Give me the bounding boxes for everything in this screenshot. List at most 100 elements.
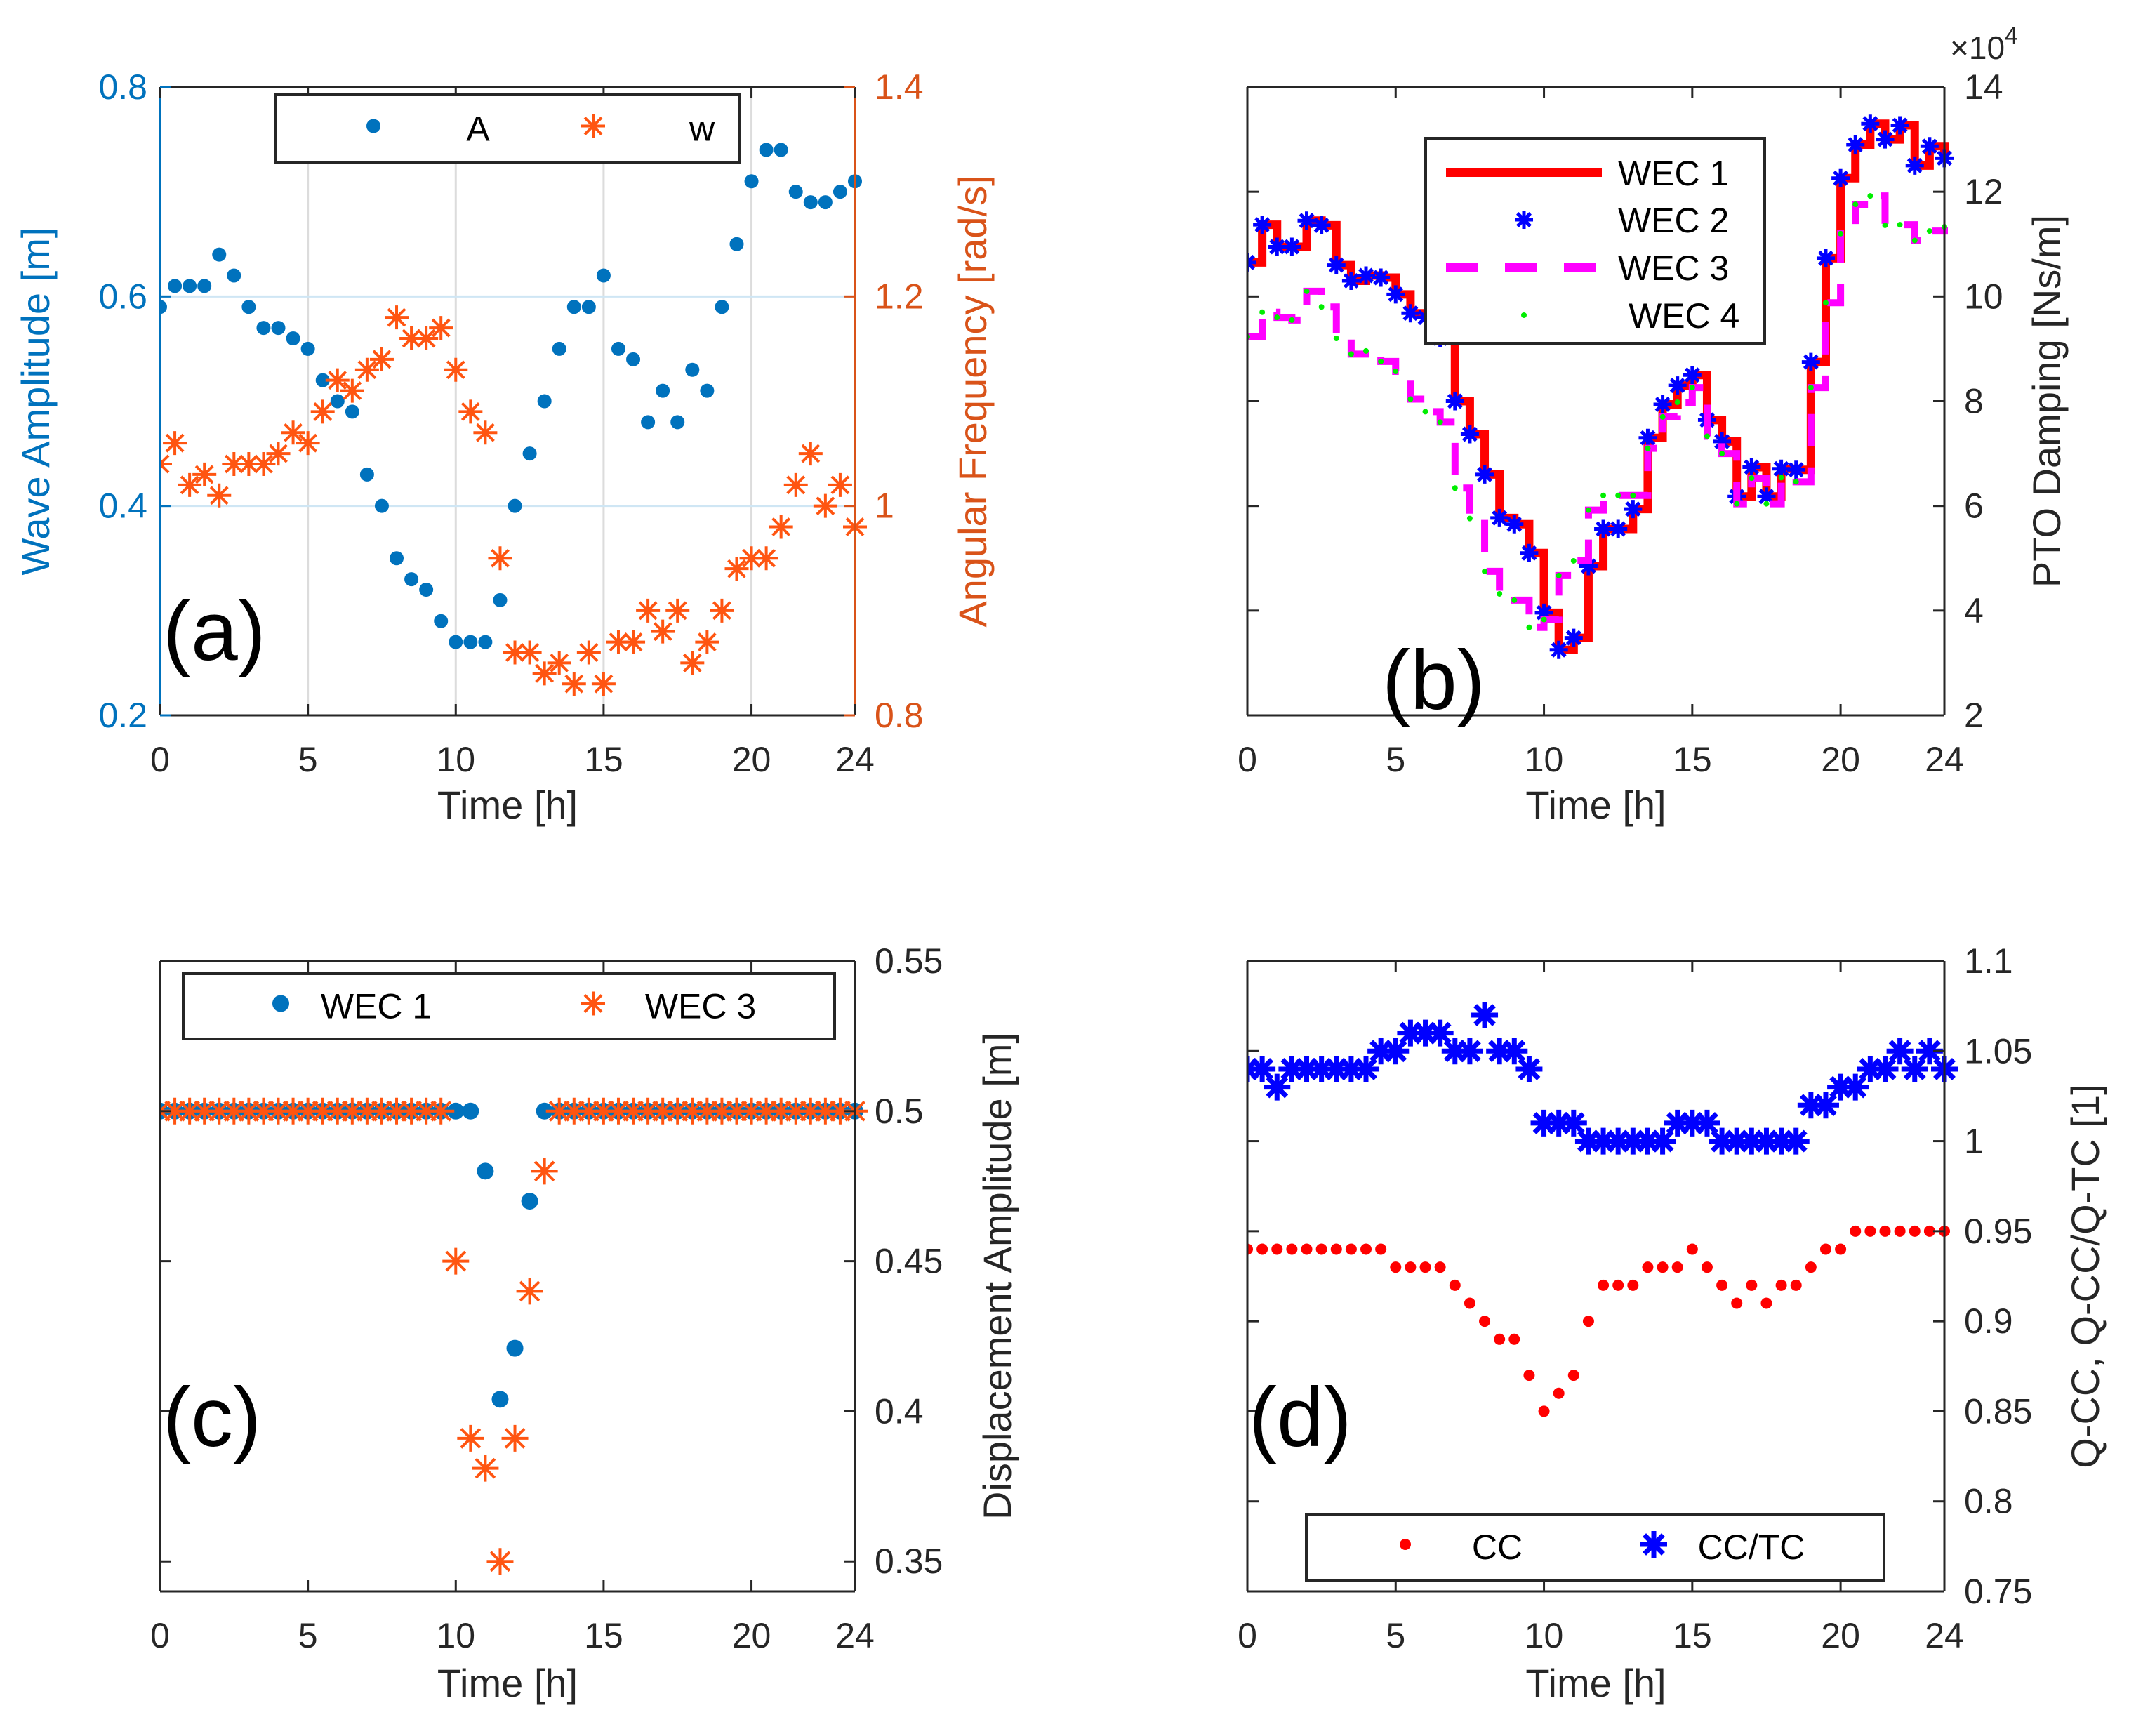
series-wec-3-point — [413, 1097, 440, 1125]
series-cc-point — [1923, 1225, 1935, 1237]
series-cc-point — [1434, 1261, 1446, 1273]
series-wec-2-point — [1816, 249, 1835, 267]
series-cc-tc-point — [1560, 1109, 1587, 1137]
series-w-point — [710, 598, 734, 623]
series-wec-4-point — [1793, 479, 1799, 485]
series-wec-2-point — [1357, 266, 1376, 285]
series-wec-4-point — [1808, 385, 1814, 391]
x-tick-label: 24 — [1925, 1616, 1964, 1655]
series-wec-2-point — [1505, 515, 1524, 534]
series-wec-2-point — [1890, 116, 1909, 135]
series-wec-3-point — [545, 1097, 573, 1125]
series-w-point — [754, 546, 778, 571]
series-cc-tc-point — [1441, 1038, 1468, 1065]
series-wec-3-point — [324, 1097, 351, 1125]
series-a-point — [286, 331, 300, 345]
series-cc-tc-point — [1738, 1127, 1765, 1155]
series-cc-tc-point — [1426, 1019, 1454, 1047]
series-cc-point — [1315, 1243, 1327, 1255]
series-cc-tc-point — [1709, 1127, 1736, 1155]
series-wec-2-point — [1534, 603, 1553, 622]
series-wec-2-point — [1594, 519, 1613, 538]
series-cc-tc-point — [1901, 1055, 1928, 1082]
series-a-point — [241, 300, 256, 314]
legend-wec-4-label: WEC 4 — [1629, 296, 1739, 336]
series-cc-tc-point — [1605, 1127, 1632, 1155]
series-cc-tc-point — [1278, 1055, 1306, 1082]
legend-cc-label: CC — [1472, 1528, 1523, 1567]
series-cc-tc-point — [1530, 1109, 1558, 1137]
series-wec-4-point — [1333, 336, 1339, 341]
series-w-point — [547, 651, 571, 675]
series-cc-point — [1642, 1261, 1654, 1273]
series-wec-4-point — [1407, 396, 1414, 402]
series-cc-point — [1835, 1243, 1847, 1255]
series-cc-tc-point — [1812, 1092, 1839, 1119]
series-wec-2-point — [1445, 392, 1464, 411]
series-a-point — [700, 383, 715, 398]
series-wec-2-point — [1668, 376, 1687, 395]
series-wec-3-point — [161, 1097, 189, 1125]
series-wec-3-point — [635, 1097, 662, 1125]
series-wec-4-point — [1437, 419, 1443, 425]
series-wec-2-point — [1520, 543, 1539, 562]
x-tick-label: 0 — [1238, 740, 1257, 779]
series-cc-tc-point — [1249, 1055, 1276, 1082]
series-cc-point — [1390, 1261, 1402, 1273]
series-w-point — [783, 472, 808, 497]
series-wec-2-point — [1386, 285, 1405, 304]
series-wec-3-point — [442, 1247, 470, 1275]
series-a-point — [256, 321, 271, 336]
series-a-point — [685, 362, 700, 377]
x-tick-label: 24 — [835, 740, 875, 779]
series-w-point — [680, 651, 705, 675]
series-wec-2-point — [1920, 137, 1939, 156]
series-wec-4-point — [1556, 572, 1562, 578]
series-w-point — [310, 399, 335, 424]
series-cc-tc-point — [1590, 1127, 1617, 1155]
series-wec-4-point — [1600, 492, 1607, 498]
series-a-point — [359, 467, 374, 482]
series-cc-tc-point — [1367, 1038, 1395, 1065]
series-cc-point — [1405, 1261, 1417, 1273]
series-w-point — [429, 316, 453, 340]
series-wec-3-point — [265, 1097, 292, 1125]
series-cc-tc-point — [1664, 1109, 1691, 1137]
series-w-point — [517, 640, 542, 665]
series-wec-2-point — [1460, 425, 1479, 444]
series-cc-point — [1553, 1387, 1565, 1399]
x-tick-label: 24 — [835, 1616, 875, 1655]
series-cc-tc-point — [1619, 1127, 1647, 1155]
series-a-point — [656, 383, 670, 398]
series-wec-2-point — [1683, 366, 1702, 385]
y-tick-label: 2 — [1964, 696, 1984, 735]
series-w-point — [813, 493, 837, 518]
series-cc-tc-point — [1827, 1073, 1855, 1101]
series-wec-2-point — [1475, 465, 1494, 484]
series-w-point — [562, 672, 586, 696]
series-a-point — [626, 352, 641, 366]
series-w-point — [695, 630, 719, 654]
series-wec-3-point — [575, 1097, 602, 1125]
series-cc-point — [1775, 1279, 1787, 1291]
series-wec-2-point — [1564, 628, 1583, 647]
series-cc-tc-point — [1353, 1055, 1380, 1082]
series-wec-4-point — [1867, 193, 1873, 199]
y-axis-label: Displacement Amplitude [m] — [975, 1033, 1019, 1520]
series-wec-4-point — [1378, 358, 1384, 364]
y-axis-label: Wave Amplitude [m] — [13, 227, 58, 576]
series-a-point — [744, 174, 759, 189]
series-wec-3-point — [560, 1097, 588, 1125]
series-wec-4-point — [1615, 492, 1621, 498]
series-cc-point — [1657, 1261, 1669, 1273]
series-wec-4-point — [1704, 433, 1710, 439]
series-wec-2-point — [1579, 557, 1598, 576]
panel-label: (b) — [1382, 633, 1485, 727]
series-cc-point — [1864, 1225, 1876, 1237]
series-w-point — [296, 431, 320, 456]
series-cc-tc-point — [1501, 1038, 1528, 1065]
y-tick-label: 12 — [1964, 172, 2003, 211]
x-axis-label: Time [h] — [1525, 783, 1666, 827]
x-tick-label: 5 — [298, 1616, 318, 1655]
series-cc-point — [1819, 1243, 1831, 1255]
